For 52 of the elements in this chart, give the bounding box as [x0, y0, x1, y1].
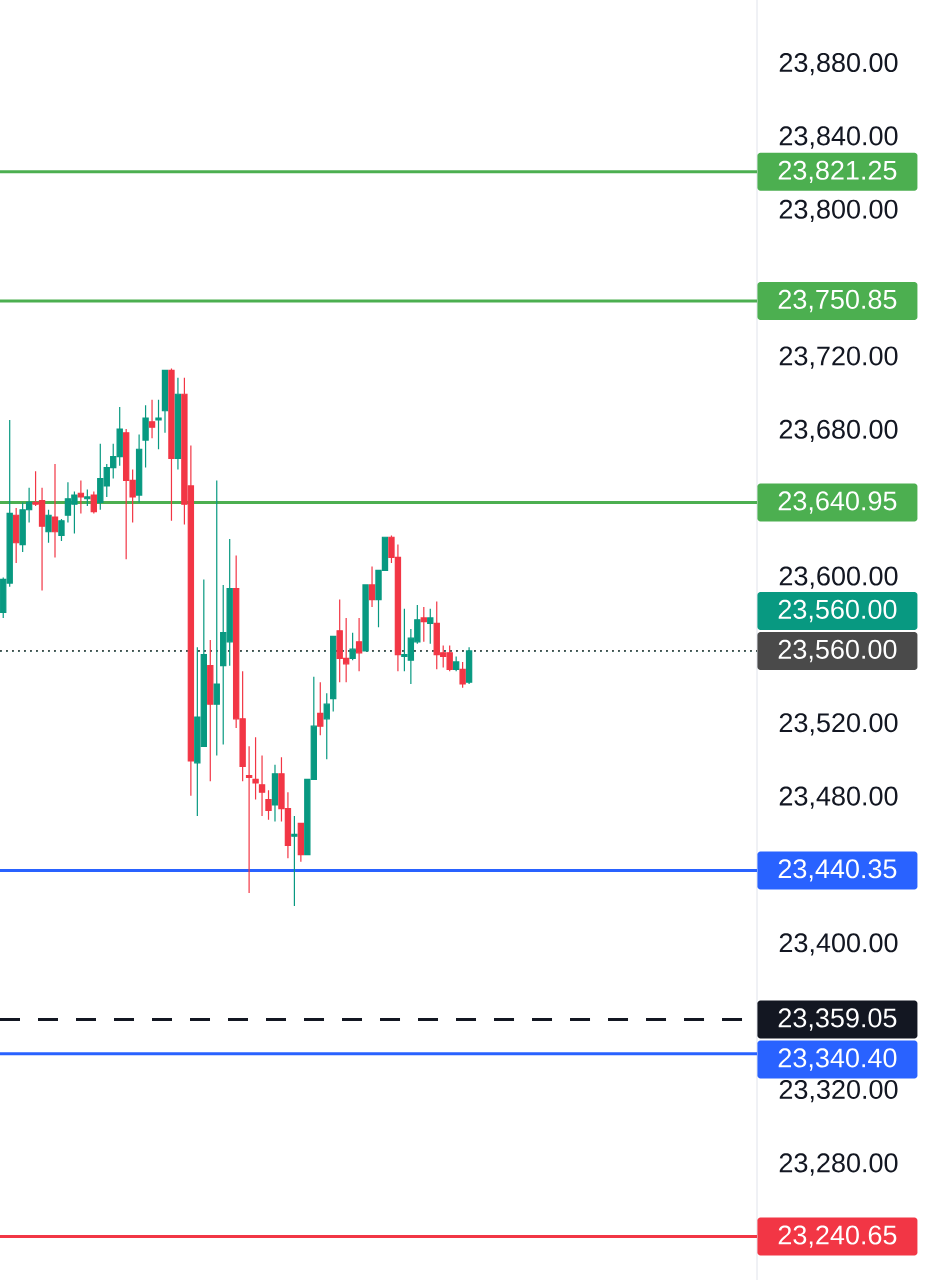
candlestick	[148, 399, 156, 439]
ref-line-label: 23,640.95	[778, 491, 897, 514]
candlestick	[317, 681, 324, 736]
candlestick	[12, 507, 20, 564]
y-tick-label: 23,400.00	[779, 933, 898, 956]
y-tick-label: 23,600.00	[779, 566, 898, 589]
ref-line-label: 23,560.00	[778, 639, 897, 663]
candlestick	[168, 367, 175, 522]
y-tick-label: 23,520.00	[779, 713, 898, 736]
candlestick	[368, 566, 376, 608]
candlestick	[265, 789, 272, 821]
ref-line-label: 23,560.00	[778, 599, 897, 623]
y-tick-label: 23,480.00	[779, 786, 898, 809]
candlestick	[349, 632, 356, 661]
candlestick	[245, 745, 253, 894]
candlestick	[465, 646, 473, 685]
candlestick	[174, 377, 182, 471]
ref-line-label: 23,240.65	[778, 1225, 897, 1248]
candlestick	[58, 518, 65, 542]
ref-line-label: 23,440.35	[778, 859, 897, 882]
ref-line-label: 23,359.05	[778, 1008, 897, 1031]
candlestick	[207, 639, 214, 782]
candlestick	[459, 661, 466, 689]
y-tick-label: 23,280.00	[779, 1153, 898, 1176]
candlestick	[362, 584, 369, 652]
candlestick	[330, 635, 337, 713]
y-tick-label: 23,800.00	[779, 199, 898, 223]
candlestick	[90, 490, 98, 515]
candlestick	[155, 399, 162, 450]
candlestick	[77, 479, 85, 515]
ref-line-label: 23,750.85	[778, 289, 897, 313]
candlestick	[161, 369, 169, 434]
candlestick	[135, 433, 143, 504]
candlestick	[142, 404, 149, 469]
ref-line-label: 23,340.40	[778, 1048, 897, 1071]
candlestick	[84, 488, 91, 507]
y-tick-label: 23,320.00	[779, 1079, 898, 1103]
candlestick	[51, 463, 59, 559]
y-tick-label: 23,720.00	[779, 346, 898, 369]
candlestick	[45, 509, 52, 544]
ref-line-label: 23,821.25	[778, 160, 897, 184]
y-tick-label: 23,840.00	[779, 126, 898, 149]
candlestick	[427, 608, 434, 645]
candlestick	[355, 617, 363, 672]
candlestick	[252, 736, 259, 801]
candlestick	[258, 754, 266, 817]
candlestick	[420, 606, 427, 643]
y-tick-label: 23,680.00	[779, 419, 898, 443]
candlestick	[297, 822, 305, 863]
y-tick-label: 23,880.00	[779, 52, 898, 76]
candlestick	[452, 655, 460, 672]
candlestick	[271, 764, 279, 823]
